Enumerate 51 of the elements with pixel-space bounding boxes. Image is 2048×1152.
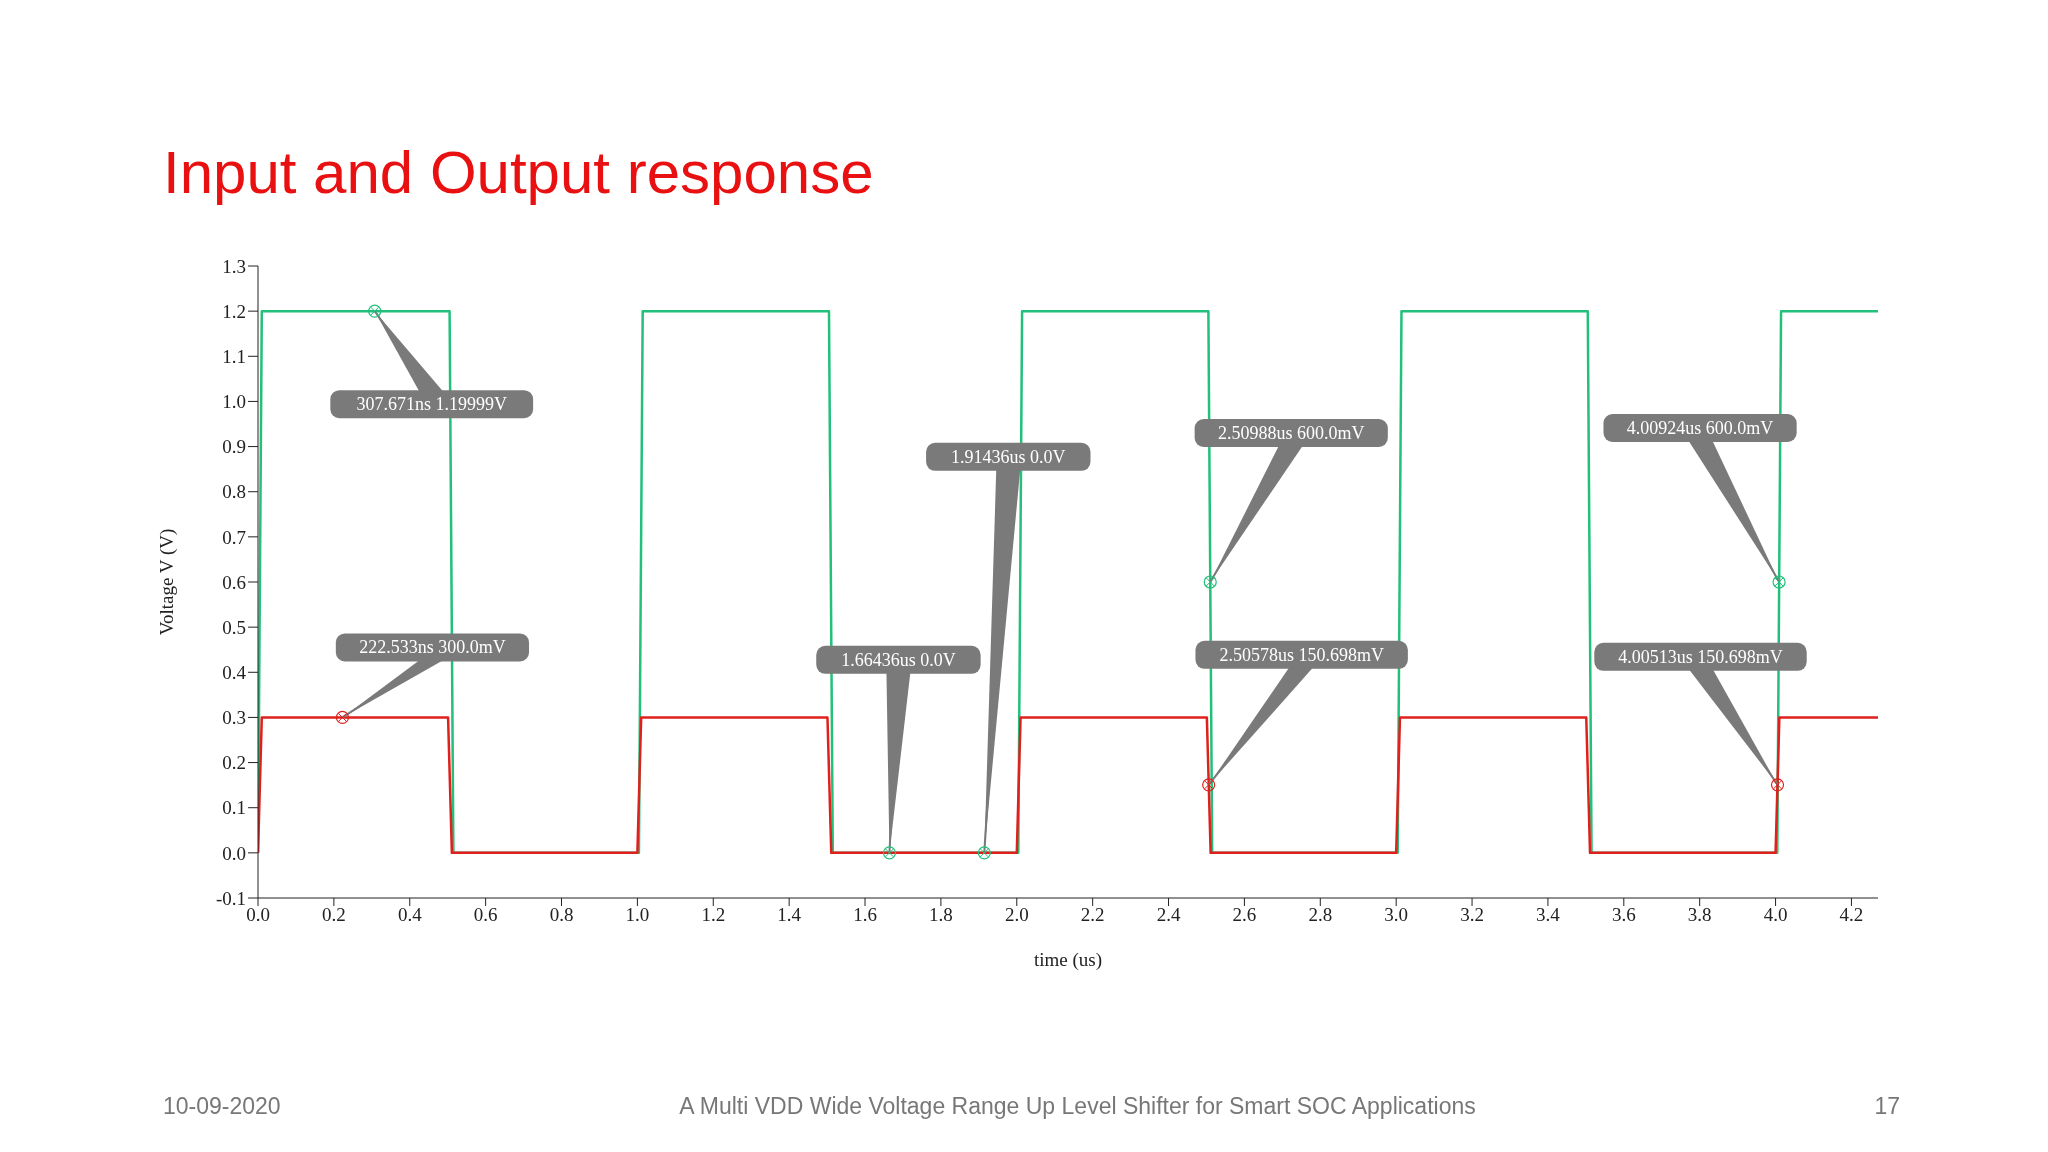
y-tick-label: 0.2: [222, 752, 246, 774]
x-tick-label: 4.2: [1839, 904, 1864, 926]
y-axis-title: Voltage V (V): [155, 528, 178, 636]
x-tick-label: 0.0: [246, 904, 270, 926]
x-tick-label: 0.8: [549, 904, 574, 926]
y-tick-label: 0.3: [222, 707, 246, 729]
x-tick-label: 3.2: [1460, 904, 1484, 926]
x-tick-label: 1.8: [929, 904, 953, 926]
x-axis-title: time (us): [1033, 949, 1103, 971]
x-tick-label: 2.2: [1080, 904, 1105, 926]
y-tick-label: 1.0: [222, 391, 246, 413]
text: 10-09-2020: [163, 1093, 281, 1120]
x-tick-label: 1.0: [625, 904, 650, 926]
y-tick-label: 0.5: [222, 616, 246, 638]
x-tick-label: 1.6: [853, 904, 877, 926]
y-tick-label: 0.4: [222, 662, 247, 684]
x-tick-label: 2.8: [1308, 904, 1333, 926]
x-tick-label: 0.4: [397, 904, 423, 926]
y-tick-label: 1.1: [222, 346, 246, 368]
x-tick-label: 1.2: [701, 904, 726, 926]
x-tick-label: 3.8: [1687, 904, 1712, 926]
y-tick-label: 0.0: [222, 842, 246, 864]
x-tick-label: 4.0: [1763, 904, 1788, 926]
y-tick-label: 0.7: [222, 526, 246, 548]
x-tick-label: 0.2: [322, 904, 346, 926]
y-tick-label: 0.1: [222, 797, 246, 819]
annotation: 4.00924us 600.0mV: [1626, 418, 1774, 438]
x-tick-label: 2.4: [1156, 904, 1181, 926]
annotation: 2.50988us 600.0mV: [1217, 423, 1365, 443]
x-tick-label: 3.6: [1611, 904, 1636, 926]
y-tick-label: -0.1: [215, 887, 246, 909]
x-tick-label: 3.0: [1384, 904, 1409, 926]
y-tick-label: 1.2: [222, 300, 246, 322]
annotation: 2.50578us 150.698mV: [1219, 644, 1384, 665]
y-tick-label: 0.9: [222, 436, 246, 458]
annotation: 307.671ns 1.19999V: [356, 394, 507, 415]
x-tick-label: 3.4: [1536, 904, 1561, 926]
text: A Multi VDD Wide Voltage Range Up Level Shifter for Smart SOC Applications: [679, 1093, 1476, 1120]
x-tick-label: 2.6: [1232, 904, 1257, 926]
y-tick-label: 0.6: [222, 571, 246, 593]
chart-title: Input and Output response: [163, 138, 874, 207]
text: 17: [1874, 1093, 1900, 1120]
annotation: 1.66436us 0.0V: [841, 649, 956, 670]
x-tick-label: 0.6: [473, 904, 498, 926]
y-tick-label: 0.8: [222, 481, 246, 503]
x-tick-label: 2.0: [1004, 904, 1029, 926]
annotation: 222.533ns 300.0mV: [359, 637, 506, 658]
annotation: 4.00513us 150.698mV: [1618, 646, 1783, 667]
annotation: 1.91436us 0.0V: [951, 446, 1066, 467]
x-tick-label: 1.4: [777, 904, 802, 926]
y-tick-label: 1.3: [222, 255, 246, 277]
